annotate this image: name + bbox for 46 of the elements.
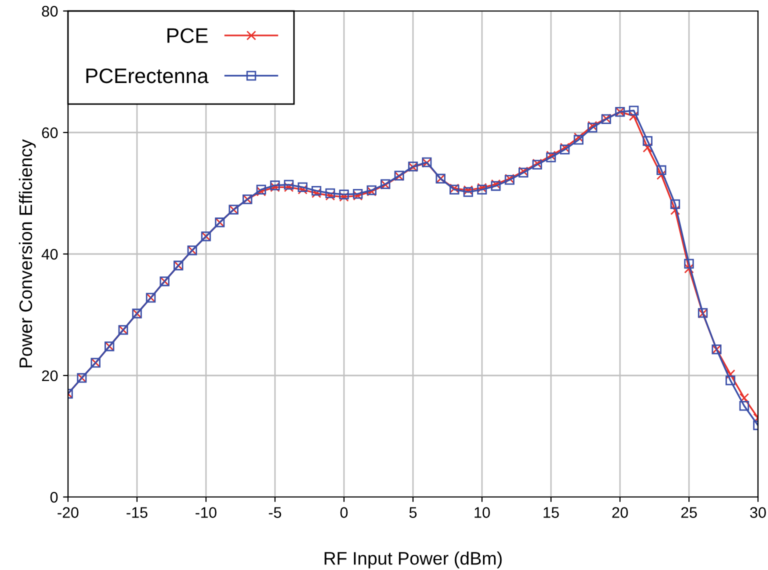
y-tick-label: 20	[42, 370, 58, 382]
y-axis-title: Power Conversion Efficiency	[18, 139, 36, 368]
x-tick-label: 25	[681, 507, 697, 518]
point	[628, 106, 639, 116]
point	[684, 264, 694, 274]
point	[339, 190, 349, 200]
x-tick-label: -20	[58, 507, 78, 518]
point	[656, 170, 666, 180]
point	[726, 376, 736, 386]
point	[298, 184, 308, 194]
y-tick-label: 0	[50, 492, 58, 503]
point	[739, 393, 750, 403]
x-tick-label: 5	[409, 507, 417, 518]
point	[739, 401, 750, 411]
point	[574, 132, 584, 142]
x-tick-label: 0	[340, 507, 348, 518]
point	[312, 188, 322, 198]
point	[284, 180, 294, 190]
point	[642, 142, 652, 153]
point	[574, 134, 584, 145]
x-tick-label: -5	[268, 507, 282, 518]
point	[656, 165, 666, 176]
point	[325, 188, 336, 198]
legend-label: PCE	[167, 28, 208, 43]
x-axis-title: RF Input Power (dBm)	[324, 552, 502, 568]
y-tick-label: 80	[42, 6, 58, 17]
point	[684, 258, 694, 269]
point	[325, 190, 336, 201]
legend-label: PCErectenna	[86, 68, 209, 84]
point	[284, 182, 294, 192]
point	[298, 182, 308, 192]
point	[312, 186, 322, 196]
point	[642, 136, 652, 146]
point	[628, 111, 639, 121]
x-tick-label: -10	[196, 507, 216, 518]
x-tick-label: 15	[544, 507, 559, 518]
y-tick-label: 40	[42, 248, 58, 260]
x-tick-label: -15	[126, 507, 148, 518]
point	[670, 199, 680, 210]
x-tick-label: 30	[750, 507, 766, 518]
x-tick-label: 10	[474, 507, 490, 518]
point	[670, 205, 680, 216]
x-tick-label: 20	[612, 507, 628, 518]
point	[726, 369, 736, 380]
point	[339, 192, 349, 202]
y-tick-label: 60	[42, 127, 58, 138]
